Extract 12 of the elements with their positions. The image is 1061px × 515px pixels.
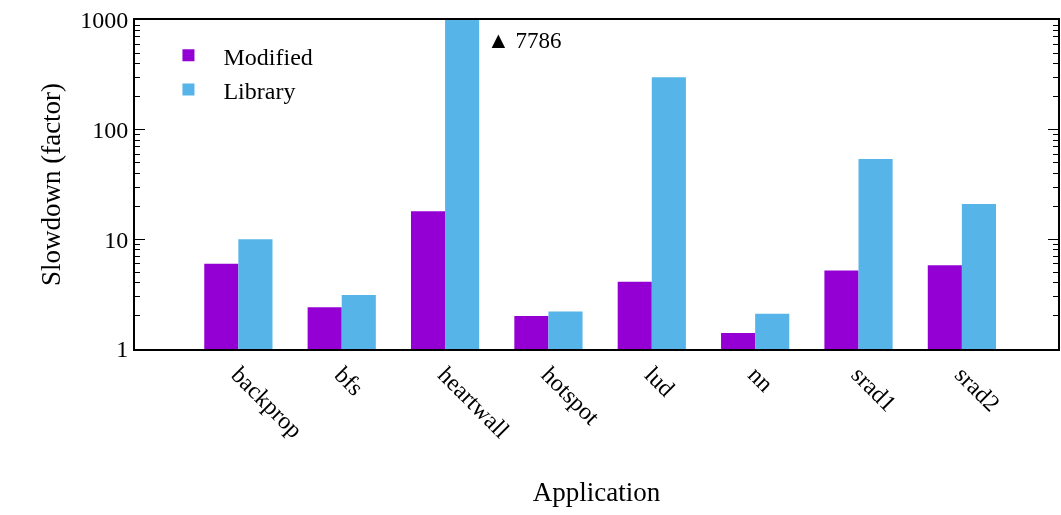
annotation: ▲ 7786 — [487, 28, 562, 53]
legend-label: Modified — [223, 43, 313, 70]
legend-label: Library — [223, 77, 296, 104]
y-tick-label: 1 — [116, 336, 129, 363]
x-axis-title: Application — [532, 477, 661, 508]
y-tick-label: 1000 — [80, 7, 129, 34]
y-tick-label: 100 — [92, 117, 129, 144]
x-tick-label: bfs — [329, 361, 369, 401]
y-axis-title: Slowdown (factor) — [35, 82, 66, 287]
x-tick-label: nn — [743, 361, 779, 397]
x-tick-label: lud — [639, 361, 680, 402]
y-tick-label: 10 — [104, 226, 129, 253]
